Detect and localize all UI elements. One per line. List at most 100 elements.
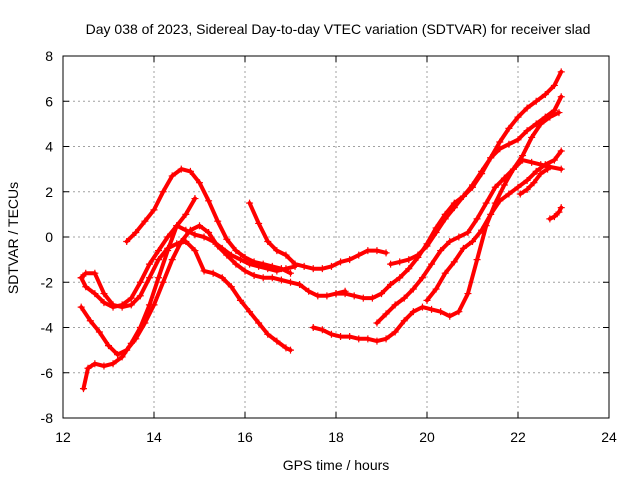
- data-point: [373, 247, 381, 255]
- data-point: [309, 324, 317, 331]
- series-track-3: [77, 222, 299, 311]
- data-point: [387, 260, 395, 268]
- data-point: [218, 244, 226, 252]
- data-point: [459, 244, 467, 252]
- data-point: [441, 269, 449, 277]
- y-axis-label: SDTVAR / TECUs: [5, 182, 21, 294]
- data-point: [314, 292, 322, 300]
- data-point: [305, 287, 313, 295]
- data-point: [514, 183, 522, 191]
- series-line: [124, 167, 293, 276]
- data-point: [205, 197, 213, 205]
- data-point: [318, 326, 326, 334]
- data-point: [77, 274, 85, 282]
- series-track-9: [387, 93, 565, 268]
- data-point: [318, 265, 326, 273]
- data-point: [82, 269, 90, 277]
- data-point: [544, 165, 552, 173]
- data-point: [432, 285, 440, 293]
- data-point: [346, 333, 354, 341]
- data-point: [327, 262, 335, 270]
- data-point: [84, 364, 92, 372]
- data-point: [136, 278, 144, 286]
- data-point: [391, 301, 399, 309]
- y-tick-label: 6: [45, 93, 53, 109]
- data-point: [205, 228, 213, 236]
- data-point: [287, 278, 294, 286]
- data-point: [346, 256, 354, 264]
- y-tick-label: 8: [45, 48, 53, 64]
- data-point: [528, 133, 536, 141]
- data-point: [282, 251, 290, 259]
- data-point: [259, 260, 267, 268]
- data-point: [236, 256, 244, 264]
- data-point: [532, 97, 540, 105]
- data-point: [86, 317, 94, 325]
- data-point: [550, 213, 558, 221]
- data-point: [405, 256, 413, 264]
- y-tick-label: -2: [41, 274, 54, 290]
- data-point: [91, 290, 99, 298]
- data-point: [259, 274, 267, 282]
- series-track-5: [123, 165, 294, 277]
- data-point: [455, 308, 463, 316]
- data-point: [478, 170, 486, 178]
- data-point: [173, 222, 181, 230]
- data-point: [232, 247, 240, 255]
- x-axis-label: GPS time / hours: [283, 457, 390, 473]
- data-point: [491, 183, 499, 191]
- data-point: [550, 156, 558, 164]
- data-point: [391, 328, 399, 336]
- data-point: [246, 199, 254, 207]
- x-tick-label: 20: [419, 429, 435, 445]
- data-point: [459, 192, 467, 200]
- data-point: [368, 294, 376, 302]
- data-point: [105, 342, 112, 350]
- data-point: [337, 258, 345, 266]
- series-line: [247, 201, 389, 271]
- data-point: [296, 281, 304, 289]
- data-point: [341, 290, 349, 298]
- data-point: [127, 301, 135, 309]
- data-point: [446, 312, 454, 320]
- data-point: [145, 301, 153, 309]
- data-point: [250, 271, 258, 279]
- data-point: [218, 274, 226, 282]
- data-point: [546, 215, 554, 223]
- data-point: [555, 208, 563, 216]
- data-point: [255, 219, 263, 227]
- data-point: [414, 251, 422, 259]
- grid-layer: [63, 56, 609, 418]
- y-tick-label: -8: [41, 410, 54, 426]
- x-tick-label: 16: [237, 429, 253, 445]
- y-tick-label: 0: [45, 229, 53, 245]
- data-point: [378, 290, 385, 298]
- data-point: [159, 188, 167, 196]
- data-point: [396, 258, 404, 266]
- data-layer: [77, 68, 565, 393]
- data-point: [287, 269, 294, 277]
- data-point: [514, 136, 522, 144]
- data-point: [327, 330, 335, 338]
- data-point: [382, 310, 390, 318]
- data-point: [127, 294, 135, 302]
- series-track-4: [79, 195, 199, 393]
- data-point: [557, 204, 565, 212]
- series-line: [425, 149, 564, 303]
- data-point: [200, 267, 208, 275]
- data-point: [191, 195, 199, 203]
- data-point: [387, 281, 395, 289]
- data-point: [168, 256, 176, 264]
- data-point: [300, 262, 308, 270]
- data-point: [432, 228, 440, 236]
- data-point: [428, 260, 436, 268]
- data-point: [496, 145, 504, 153]
- data-point: [441, 215, 449, 223]
- data-point: [273, 337, 281, 345]
- data-point: [523, 176, 531, 184]
- chart-title: Day 038 of 2023, Sidereal Day-to-day VTE…: [86, 21, 591, 37]
- data-point: [541, 90, 549, 98]
- data-point: [236, 296, 244, 304]
- data-point: [400, 317, 408, 325]
- data-point: [268, 274, 276, 282]
